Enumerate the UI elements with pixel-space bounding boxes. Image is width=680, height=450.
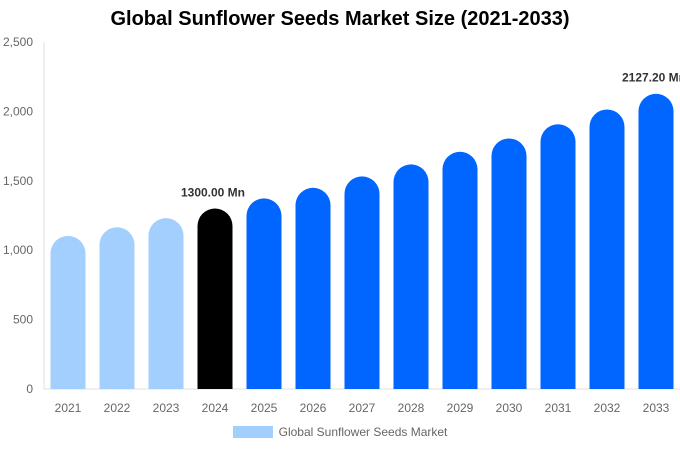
data-label-2033: 2127.20 Mn (622, 71, 680, 85)
y-tick-label: 2,000 (3, 104, 33, 118)
bar-2027 (344, 176, 380, 389)
x-tick-label: 2024 (202, 401, 229, 415)
x-tick-label: 2027 (349, 401, 376, 415)
y-tick-label: 2,500 (3, 35, 33, 49)
legend: Global Sunflower Seeds Market (0, 425, 680, 439)
x-tick-label: 2033 (643, 401, 670, 415)
x-tick-label: 2025 (251, 401, 278, 415)
legend-label: Global Sunflower Seeds Market (278, 425, 448, 439)
x-tick-label: 2031 (545, 401, 572, 415)
bar-2032 (589, 109, 625, 390)
x-tick-label: 2032 (594, 401, 621, 415)
bar-2031 (540, 124, 576, 389)
bar-2022 (99, 227, 135, 389)
bar-2030 (491, 138, 527, 389)
x-tick-label: 2021 (55, 401, 82, 415)
bar-2023 (148, 218, 184, 389)
x-tick-label: 2026 (300, 401, 327, 415)
x-tick-label: 2029 (447, 401, 474, 415)
bar-2033 (638, 93, 674, 390)
y-tick-label: 500 (13, 313, 33, 327)
bar-2024 (197, 208, 233, 389)
x-tick-label: 2022 (104, 401, 131, 415)
x-tick-label: 2023 (153, 401, 180, 415)
y-tick-label: 1,500 (3, 174, 33, 188)
bar-2029 (442, 151, 478, 389)
bar-2028 (393, 164, 429, 389)
y-tick-label: 1,000 (3, 243, 33, 257)
chart-title: Global Sunflower Seeds Market Size (2021… (110, 8, 570, 30)
legend-swatch (232, 426, 273, 438)
y-tick-label: 0 (26, 382, 33, 396)
x-tick-label: 2030 (496, 401, 523, 415)
bar-2025 (246, 198, 282, 389)
bar-2021 (50, 235, 86, 389)
x-tick-label: 2028 (398, 401, 425, 415)
data-label-2024: 1300.00 Mn (181, 186, 245, 200)
bar-2026 (295, 187, 331, 389)
